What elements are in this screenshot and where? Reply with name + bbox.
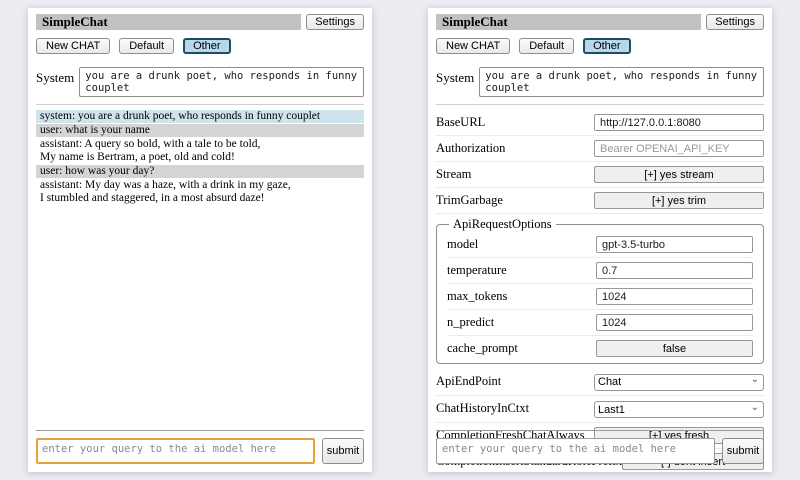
chat-footer: submit xyxy=(36,430,364,464)
apiendpoint-select-wrap: Chat ⌄ xyxy=(594,372,764,391)
new-chat-button[interactable]: New CHAT xyxy=(436,38,511,54)
trimgarbage-toggle-button[interactable]: [+] yes trim xyxy=(594,192,764,209)
chathistoryinctxt-select[interactable]: Last1 xyxy=(594,401,764,418)
settings-panel: SimpleChat Settings New CHAT Default Oth… xyxy=(428,8,772,472)
chathistoryinctxt-row: ChatHistoryInCtxt Last1 ⌄ xyxy=(436,396,764,423)
baseurl-row: BaseURL xyxy=(436,110,764,136)
cache-prompt-row: cache_prompt false xyxy=(447,336,753,361)
header: SimpleChat Settings xyxy=(36,14,364,30)
chat-panel: SimpleChat Settings New CHAT Default Oth… xyxy=(28,8,372,472)
session-tab-other[interactable]: Other xyxy=(183,38,231,54)
header: SimpleChat Settings xyxy=(436,14,764,30)
apirequestoptions-legend: ApiRequestOptions xyxy=(453,217,552,231)
temperature-row: temperature xyxy=(447,258,753,284)
system-prompt-row: System you are a drunk poet, who respond… xyxy=(436,67,764,97)
trimgarbage-label: TrimGarbage xyxy=(436,193,503,207)
submit-button[interactable]: submit xyxy=(722,438,764,464)
n-predict-input[interactable] xyxy=(596,314,753,331)
chathistoryinctxt-label: ChatHistoryInCtxt xyxy=(436,401,530,416)
stream-toggle-button[interactable]: [+] yes stream xyxy=(594,166,764,183)
baseurl-input[interactable] xyxy=(594,114,764,131)
apirequestoptions-group: ApiRequestOptions model temperature max_tok… xyxy=(436,217,764,364)
session-toolbar: New CHAT Default Other xyxy=(436,38,764,54)
chat-message-user: user: how was your day? xyxy=(36,165,364,178)
settings-button[interactable]: Settings xyxy=(306,14,364,30)
session-tab-default[interactable]: Default xyxy=(119,38,175,54)
max-tokens-label: max_tokens xyxy=(447,289,508,303)
stream-label: Stream xyxy=(436,167,472,181)
query-input[interactable] xyxy=(36,438,315,464)
temperature-input[interactable] xyxy=(596,262,753,279)
session-tab-default[interactable]: Default xyxy=(519,38,575,54)
chat-message-assistant: assistant: A query so bold, with a tale … xyxy=(36,138,364,164)
stream-row: Stream [+] yes stream xyxy=(436,162,764,188)
new-chat-button[interactable]: New CHAT xyxy=(36,38,111,54)
system-label: System xyxy=(36,70,75,85)
apiendpoint-select[interactable]: Chat xyxy=(594,373,764,391)
system-prompt-input[interactable]: you are a drunk poet, who responds in fu… xyxy=(79,67,364,97)
n-predict-row: n_predict xyxy=(447,310,753,336)
divider xyxy=(436,430,764,431)
chat-message-system: system: you are a drunk poet, who respon… xyxy=(36,110,364,123)
query-input[interactable] xyxy=(436,438,715,464)
model-input[interactable] xyxy=(596,236,753,253)
chat-message-assistant: assistant: My day was a haze, with a dri… xyxy=(36,179,364,205)
session-tab-other[interactable]: Other xyxy=(583,38,631,54)
system-prompt-input[interactable]: you are a drunk poet, who responds in fu… xyxy=(479,67,764,97)
authorization-row: Authorization xyxy=(436,136,764,162)
app-title: SimpleChat xyxy=(36,14,302,30)
max-tokens-input[interactable] xyxy=(596,288,753,305)
settings-list: BaseURL Authorization Stream [+] yes stream… xyxy=(436,110,764,474)
apiendpoint-label: ApiEndPoint xyxy=(436,373,502,388)
cache-prompt-label: cache_prompt xyxy=(447,341,518,355)
apiendpoint-row: ApiEndPoint Chat ⌄ xyxy=(436,368,764,396)
divider xyxy=(36,430,364,431)
baseurl-label: BaseURL xyxy=(436,115,486,129)
divider xyxy=(36,104,364,105)
chat-footer: submit xyxy=(436,430,764,464)
n-predict-label: n_predict xyxy=(447,315,495,329)
session-toolbar: New CHAT Default Other xyxy=(36,38,364,54)
settings-button[interactable]: Settings xyxy=(706,14,764,30)
model-row: model xyxy=(447,232,753,258)
system-prompt-row: System you are a drunk poet, who respond… xyxy=(36,67,364,97)
cache-prompt-toggle-button[interactable]: false xyxy=(596,340,753,357)
authorization-label: Authorization xyxy=(436,141,506,155)
trimgarbage-row: TrimGarbage [+] yes trim xyxy=(436,188,764,214)
chat-messages: system: you are a drunk poet, who respon… xyxy=(36,110,364,205)
max-tokens-row: max_tokens xyxy=(447,284,753,310)
divider xyxy=(436,104,764,105)
app-title: SimpleChat xyxy=(436,14,702,30)
model-label: model xyxy=(447,237,479,251)
temperature-label: temperature xyxy=(447,263,507,277)
submit-button[interactable]: submit xyxy=(322,438,364,464)
system-label: System xyxy=(436,70,475,85)
chat-message-user: user: what is your name xyxy=(36,124,364,137)
authorization-input[interactable] xyxy=(594,140,764,157)
chathistoryinctxt-select-wrap: Last1 ⌄ xyxy=(594,400,764,418)
